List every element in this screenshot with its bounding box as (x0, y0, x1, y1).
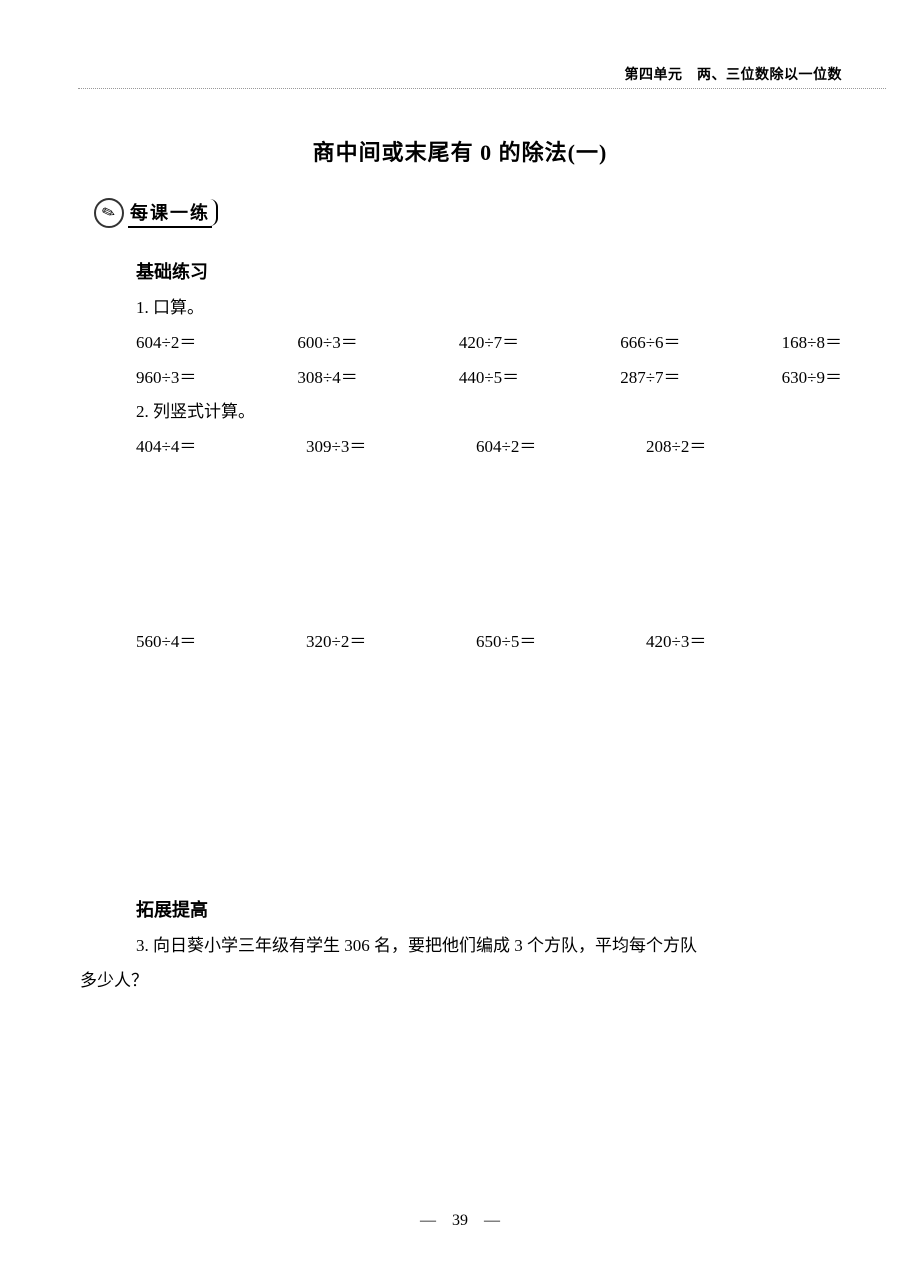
q1-r1-c5: 168÷8＝ (782, 326, 842, 361)
q3-line1: 3. 向日葵小学三年级有学生 306 名，要把他们编成 3 个方队，平均每个方队 (136, 929, 842, 964)
q1-r2-c3: 440÷5＝ (459, 361, 519, 396)
q2-r2-c3: 650÷5＝ (476, 625, 646, 660)
q2-r2-c2: 320÷2＝ (306, 625, 476, 660)
page-title: 商中间或末尾有 0 的除法(一) (0, 135, 920, 167)
header-unit: 第四单元 两、三位数除以一位数 (625, 64, 843, 84)
q1-r1-c1: 604÷2＝ (136, 326, 196, 361)
section2-heading: 拓展提高 (136, 892, 842, 929)
q2-r1-c1: 404÷4＝ (136, 430, 306, 465)
header-divider (78, 88, 886, 89)
q2-r2-c4: 420÷3＝ (646, 625, 706, 660)
pencil-icon (94, 198, 124, 228)
q1-row1: 604÷2＝ 600÷3＝ 420÷7＝ 666÷6＝ 168÷8＝ (136, 326, 842, 361)
q3-line2: 多少人？ (80, 964, 842, 999)
q2-row1: 404÷4＝ 309÷3＝ 604÷2＝ 208÷2＝ (136, 430, 842, 465)
q1-row2: 960÷3＝ 308÷4＝ 440÷5＝ 287÷7＝ 630÷9＝ (136, 361, 842, 396)
q1-r1-c3: 420÷7＝ (459, 326, 519, 361)
workspace-gap-2 (136, 660, 842, 892)
workspace-gap-1 (136, 465, 842, 625)
q1-r1-c2: 600÷3＝ (297, 326, 357, 361)
q1-r1-c4: 666÷6＝ (620, 326, 680, 361)
q2-label: 2. 列竖式计算。 (136, 395, 842, 430)
page-number: — 39 — (0, 1206, 920, 1230)
q2-r1-c3: 604÷2＝ (476, 430, 646, 465)
content-area: 基础练习 1. 口算。 604÷2＝ 600÷3＝ 420÷7＝ 666÷6＝ … (136, 254, 842, 999)
q1-r2-c4: 287÷7＝ (620, 361, 680, 396)
q1-r2-c1: 960÷3＝ (136, 361, 196, 396)
q2-row2: 560÷4＝ 320÷2＝ 650÷5＝ 420÷3＝ (136, 625, 842, 660)
section1-heading: 基础练习 (136, 254, 842, 291)
q1-label: 1. 口算。 (136, 291, 842, 326)
badge-row: 每课一练 (94, 198, 212, 228)
badge-label: 每课一练 (128, 199, 212, 228)
q2-r2-c1: 560÷4＝ (136, 625, 306, 660)
q1-r2-c2: 308÷4＝ (297, 361, 357, 396)
q1-r2-c5: 630÷9＝ (782, 361, 842, 396)
q2-r1-c2: 309÷3＝ (306, 430, 476, 465)
q2-r1-c4: 208÷2＝ (646, 430, 706, 465)
